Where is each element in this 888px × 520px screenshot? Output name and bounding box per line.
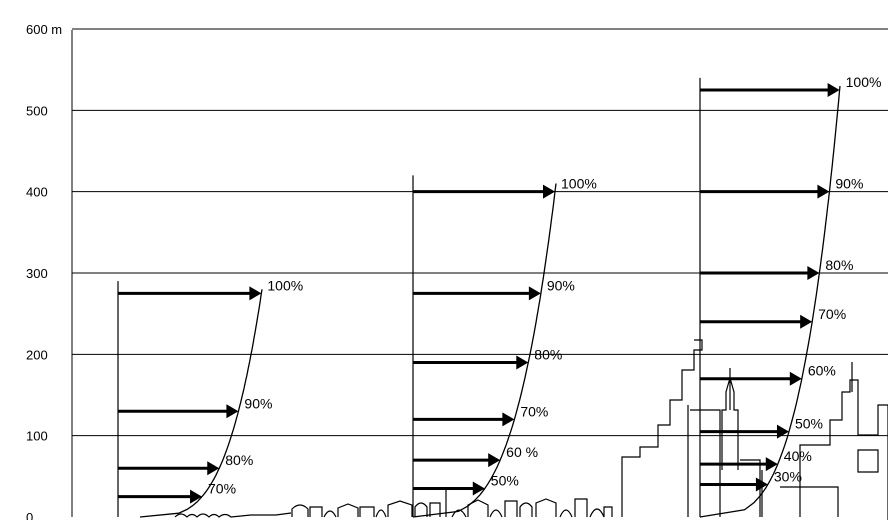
wind-arrow-head [800,314,813,329]
profile-2: 50% 60 % 70% 80% 90% 100% [412,175,597,518]
y-tick-label: 400 [26,185,48,200]
velocity-profiles: 70% 80% 90% 100% 50% 60 % 70% 80% 90% 100% 30% 40% 5… [117,74,882,518]
percent-label: 90% [547,277,575,293]
wind-arrow-head [528,286,541,301]
wind-arrow-head [543,184,556,199]
percent-label: 40% [784,448,812,464]
y-tick-label: 500 [26,103,48,118]
wind-arrow-head [807,266,820,281]
percent-label: 80% [825,257,853,273]
wind-arrow-head [817,184,830,199]
percent-label: 70% [818,306,846,322]
wind-arrow-head [765,457,778,472]
percent-label: 90% [244,395,272,411]
percent-label: 100% [267,277,303,293]
profile-1: 70% 80% 90% 100% [117,277,303,518]
y-tick-label: 0 [26,510,33,520]
wind-arrow-head [776,424,789,439]
wind-arrow-head [207,461,220,476]
percent-label: 70% [208,481,236,497]
wind-arrow-head [488,453,501,468]
wind-arrow-head [827,83,840,98]
wind-arrow-head [789,371,802,386]
percent-label: 90% [835,176,863,192]
wind-arrow-head [502,412,515,427]
y-tick-label: 300 [26,266,48,281]
percent-label: 80% [225,452,253,468]
wind-arrow-head [755,477,768,492]
horizontal-gridlines [71,28,888,517]
open-country-vegetation [174,512,292,518]
city-skyline [621,339,888,520]
percent-label: 50% [491,473,519,489]
velocity-profile-curve [412,183,557,518]
wind-arrow-head [190,489,203,504]
percent-label: 100% [561,176,597,192]
wind-arrow-head [516,355,529,370]
percent-label: 70% [520,403,548,419]
velocity-profile-curve [699,85,841,518]
y-tick-label: 100 [26,429,48,444]
y-tick-label: 600 m [26,22,62,37]
percent-label: 60 % [506,444,538,460]
suburban-houses [291,487,613,518]
percent-label: 100% [846,74,882,90]
velocity-profile-curve [139,289,263,518]
percent-label: 30% [774,468,802,484]
profile-3: 30% 40% 50% 60% 70% 80% 90% 100% [699,74,882,518]
wind-arrow-head [226,404,239,419]
percent-label: 80% [534,346,562,362]
y-axis-tick-labels: 0 100 200 300 400 500 600 m [26,22,62,520]
percent-label: 60% [808,363,836,379]
wind-arrow-head [249,286,262,301]
wind-arrow-head [472,481,485,496]
y-tick-label: 200 [26,347,48,362]
percent-label: 50% [795,416,823,432]
terrain-silhouettes [174,339,888,520]
